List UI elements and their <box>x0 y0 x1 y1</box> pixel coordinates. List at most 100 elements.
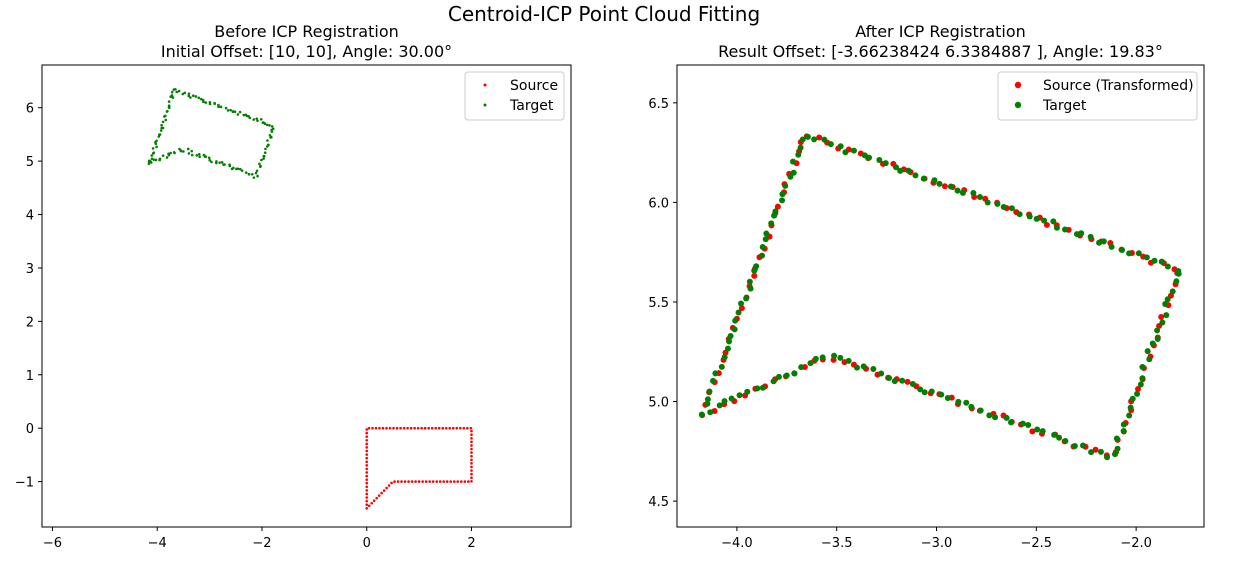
data-point <box>721 398 728 405</box>
data-point <box>1175 270 1182 277</box>
data-point <box>240 169 244 172</box>
data-point <box>158 158 161 162</box>
data-point <box>743 295 750 302</box>
data-point <box>151 147 155 150</box>
data-point <box>238 110 242 114</box>
data-point <box>1158 313 1165 320</box>
data-point <box>963 399 970 406</box>
data-point <box>1119 247 1126 253</box>
x-tick-label: −2.0 <box>1120 536 1152 551</box>
data-point <box>147 160 151 163</box>
data-point <box>256 119 259 122</box>
data-point <box>254 171 258 175</box>
data-point <box>178 147 181 151</box>
data-point <box>155 139 158 143</box>
data-point <box>992 414 999 421</box>
data-point <box>1151 257 1158 264</box>
data-point <box>837 143 844 150</box>
data-point <box>1164 263 1171 270</box>
data-point <box>1113 435 1120 442</box>
data-point <box>909 381 916 388</box>
data-point <box>470 447 473 451</box>
panel-title-line-1: After ICP Registration <box>855 22 1026 41</box>
data-point <box>438 480 442 483</box>
legend-frame <box>997 71 1198 121</box>
series-target <box>698 133 1182 461</box>
data-point <box>410 480 414 483</box>
data-point <box>1154 327 1161 334</box>
data-point <box>377 494 381 497</box>
data-point <box>395 426 399 430</box>
data-point <box>941 183 948 190</box>
data-point <box>470 429 473 433</box>
data-point <box>938 391 945 398</box>
data-point <box>712 370 719 377</box>
data-point <box>258 162 261 166</box>
data-point <box>470 433 473 437</box>
data-point <box>470 469 473 472</box>
data-point <box>731 326 738 333</box>
data-point <box>365 464 369 467</box>
data-point <box>469 426 473 430</box>
data-point <box>451 426 455 430</box>
data-point <box>367 504 371 508</box>
data-point <box>247 172 251 176</box>
data-point <box>732 317 739 324</box>
series-source <box>365 426 473 510</box>
data-point <box>1062 438 1069 445</box>
data-point <box>1144 348 1151 355</box>
data-point <box>721 354 728 361</box>
data-point <box>842 149 849 156</box>
data-point <box>385 426 388 430</box>
data-point <box>365 471 369 474</box>
data-point <box>231 110 235 113</box>
data-point <box>1016 211 1023 218</box>
data-point <box>1029 428 1036 435</box>
y-tick-label: 6.0 <box>648 196 669 211</box>
data-point <box>421 480 424 483</box>
data-point <box>746 278 753 285</box>
data-point <box>170 94 174 97</box>
data-point <box>236 113 240 116</box>
data-point <box>463 480 467 483</box>
data-point <box>197 153 201 156</box>
data-point <box>790 158 797 165</box>
data-point <box>799 136 806 143</box>
data-point <box>215 161 218 165</box>
data-point <box>268 134 272 137</box>
data-point <box>167 104 171 107</box>
data-point <box>449 480 453 483</box>
plot-area <box>147 87 473 510</box>
data-point <box>198 155 201 159</box>
data-point <box>470 462 473 465</box>
data-point <box>189 96 192 99</box>
data-point <box>726 338 733 345</box>
data-point <box>470 476 473 479</box>
data-point <box>1114 445 1121 452</box>
data-point <box>255 169 259 173</box>
data-point <box>157 133 161 136</box>
data-point <box>470 479 473 483</box>
data-point <box>1108 243 1115 250</box>
data-point <box>1088 449 1095 456</box>
data-point <box>747 285 754 292</box>
data-point <box>244 171 248 174</box>
data-point <box>819 354 826 361</box>
data-point <box>866 154 873 161</box>
data-point <box>882 160 889 167</box>
x-tick-label: −2 <box>252 536 271 551</box>
data-point <box>470 472 473 476</box>
data-point <box>984 199 991 206</box>
legend: Source Target <box>464 71 565 121</box>
data-point <box>860 363 867 370</box>
data-point <box>936 180 943 187</box>
y-tick-label: 2 <box>26 315 34 330</box>
data-point <box>470 451 473 454</box>
data-point <box>161 126 165 130</box>
data-point <box>169 151 172 155</box>
data-point <box>1062 226 1069 233</box>
y-tick-label: 6.5 <box>648 97 669 112</box>
data-point <box>445 480 449 483</box>
